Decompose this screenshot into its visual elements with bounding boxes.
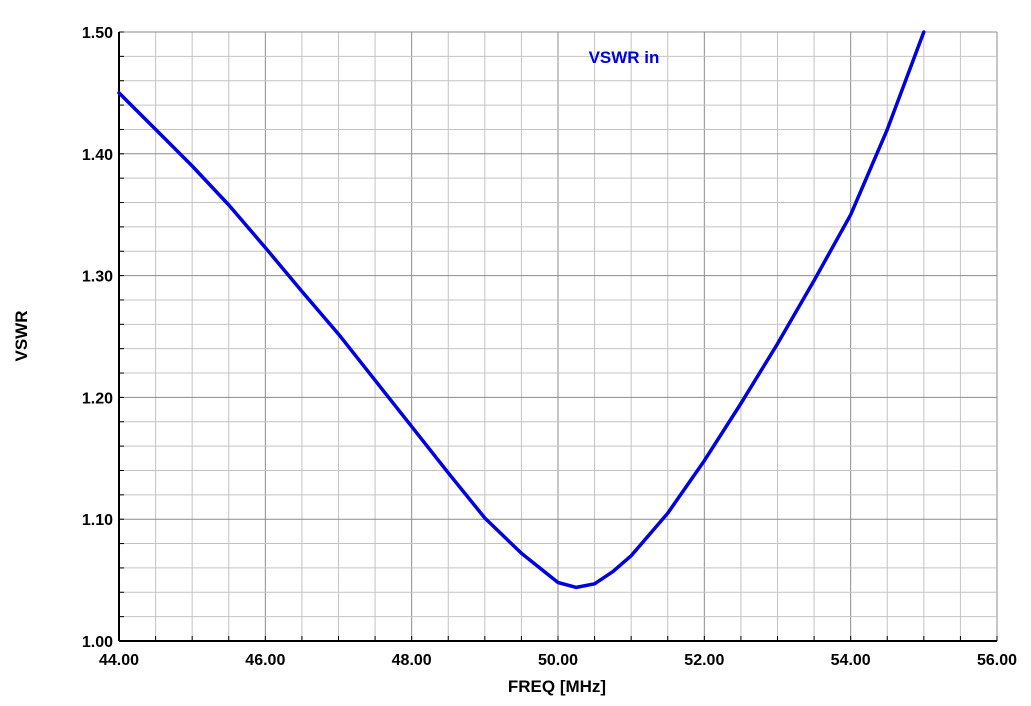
y-tick-label: 1.20 xyxy=(82,390,113,407)
x-tick-label: 56.00 xyxy=(977,652,1017,669)
y-tick-label: 1.10 xyxy=(82,512,113,529)
x-tick-label: 46.00 xyxy=(245,652,285,669)
series-label-vswr-in: VSWR in xyxy=(589,48,660,67)
y-tick-label: 1.50 xyxy=(82,25,113,42)
tick-labels: 44.00 46.00 48.00 50.00 52.00 54.00 56.00 1.00 1… xyxy=(82,25,1017,669)
y-tick-label: 1.30 xyxy=(82,269,113,286)
y-tick-label: 1.40 xyxy=(82,147,113,164)
x-tick-label: 50.00 xyxy=(538,652,578,669)
y-axis-title: VSWR xyxy=(12,311,31,362)
y-tick-label: 1.00 xyxy=(82,634,113,651)
grid xyxy=(118,31,998,642)
x-axis-title: FREQ [MHz] xyxy=(508,677,606,696)
x-tick-label: 44.00 xyxy=(99,652,139,669)
plot-frame xyxy=(118,31,998,642)
x-tick-label: 52.00 xyxy=(684,652,724,669)
x-tick-label: 54.00 xyxy=(831,652,871,669)
series-layer xyxy=(117,30,926,590)
series-line-vswr-in xyxy=(117,30,926,590)
x-tick-label: 48.00 xyxy=(392,652,432,669)
